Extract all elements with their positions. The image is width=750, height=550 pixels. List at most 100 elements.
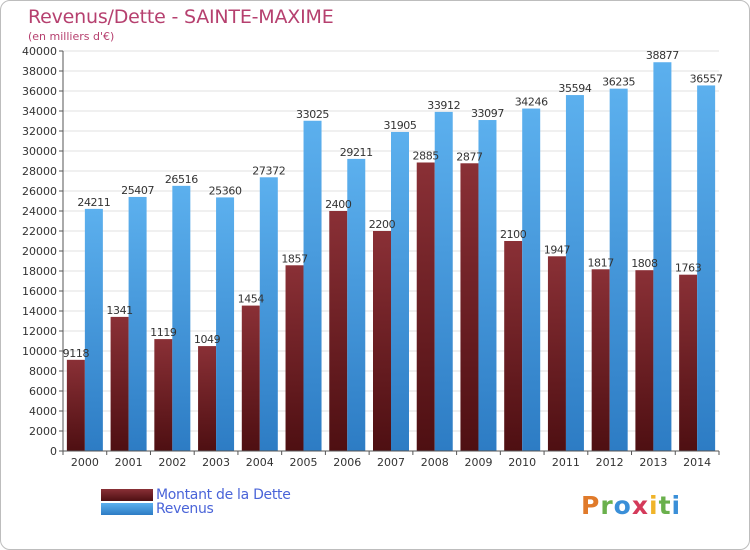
data-label-dette: 2885 bbox=[413, 149, 440, 162]
data-label-revenus: 25360 bbox=[209, 184, 242, 197]
x-tick-label: 2014 bbox=[683, 456, 711, 469]
data-label-dette: 2100 bbox=[500, 228, 527, 241]
data-label-revenus: 33912 bbox=[427, 99, 460, 112]
bar-dette bbox=[547, 256, 566, 451]
bar-dette bbox=[66, 359, 85, 451]
x-tick-label: 2009 bbox=[464, 456, 492, 469]
x-tick-label: 2007 bbox=[377, 456, 405, 469]
legend-swatch-revenus bbox=[101, 503, 153, 515]
x-axis-ticks: 2000 2001 2002 2003 2004 2005 2006 2007 2008 2009… bbox=[62, 451, 720, 469]
y-tick-label: 26000 bbox=[22, 185, 57, 198]
data-label-revenus: 36235 bbox=[602, 76, 635, 89]
bar-revenus bbox=[216, 197, 235, 451]
x-tick-label: 2013 bbox=[639, 456, 667, 469]
data-label-dette: 1857 bbox=[281, 252, 308, 265]
y-tick-label: 34000 bbox=[22, 105, 57, 118]
data-label-dette: 1763 bbox=[675, 262, 702, 275]
data-label-revenus: 35594 bbox=[558, 82, 591, 95]
y-tick-label: 16000 bbox=[22, 285, 57, 298]
x-tick-label: 2006 bbox=[333, 456, 361, 469]
data-label-revenus: 38877 bbox=[646, 49, 679, 62]
bar-dette bbox=[373, 230, 391, 451]
y-tick-label: 38000 bbox=[22, 65, 57, 78]
logo-letter: i bbox=[649, 491, 659, 520]
data-label-dette: 1119 bbox=[150, 326, 177, 339]
bar-dette bbox=[154, 339, 173, 451]
bar-revenus bbox=[478, 120, 497, 451]
bar-revenus bbox=[697, 85, 716, 452]
y-tick-label: 36000 bbox=[22, 85, 57, 98]
y-tick-label: 6000 bbox=[29, 385, 57, 398]
bar-dette bbox=[285, 265, 304, 451]
bar-dette bbox=[635, 270, 654, 451]
data-label-dette: 1454 bbox=[238, 293, 265, 306]
chart-title: Revenus/Dette - SAINTE-MAXIME bbox=[28, 6, 334, 28]
legend-label-revenus: Revenus bbox=[156, 501, 214, 517]
x-tick-label: 2011 bbox=[552, 456, 580, 469]
bar-revenus bbox=[84, 208, 103, 451]
x-tick-label: 2001 bbox=[115, 456, 143, 469]
data-label-revenus: 29211 bbox=[340, 146, 373, 159]
y-tick-label: 18000 bbox=[22, 265, 57, 278]
logo-letter: i bbox=[671, 491, 682, 520]
data-label-dette: 1817 bbox=[587, 256, 614, 269]
x-tick-label: 2012 bbox=[596, 456, 624, 469]
y-tick-label: 10000 bbox=[22, 345, 57, 358]
bar-revenus bbox=[172, 185, 191, 451]
y-tick-label: 40000 bbox=[22, 45, 57, 58]
x-tick-label: 2010 bbox=[508, 456, 536, 469]
bar-revenus bbox=[128, 196, 147, 451]
data-label-revenus: 24211 bbox=[77, 196, 110, 209]
logo-letter: r bbox=[600, 491, 614, 520]
legend-swatch-dette bbox=[101, 489, 153, 501]
y-tick-label: 22000 bbox=[22, 225, 57, 238]
proxiti-logo: Proxiti bbox=[581, 491, 681, 520]
data-label-dette: 1049 bbox=[194, 333, 221, 346]
y-tick-label: 4000 bbox=[29, 405, 57, 418]
bar-dette bbox=[460, 163, 479, 452]
logo-letter: o bbox=[613, 491, 632, 520]
x-tick-label: 2000 bbox=[71, 456, 99, 469]
y-tick-label: 32000 bbox=[22, 125, 57, 138]
bar-revenus bbox=[303, 120, 322, 451]
data-label-revenus: 26516 bbox=[165, 173, 198, 186]
data-label-dette: 9118 bbox=[63, 347, 90, 360]
bar-revenus bbox=[434, 111, 453, 451]
logo-letter: t bbox=[658, 491, 672, 520]
bar-dette bbox=[416, 162, 435, 452]
x-tick-label: 2008 bbox=[421, 456, 449, 469]
y-tick-label: 0 bbox=[50, 445, 57, 458]
y-tick-label: 30000 bbox=[22, 145, 57, 158]
data-label-revenus: 27372 bbox=[252, 164, 285, 177]
y-tick-label: 14000 bbox=[22, 305, 57, 318]
data-label-dette: 1808 bbox=[631, 257, 658, 270]
data-label-revenus: 33025 bbox=[296, 108, 329, 121]
bar-dette bbox=[110, 316, 129, 451]
data-label-dette: 1341 bbox=[106, 304, 132, 317]
data-label-dette: 2400 bbox=[325, 198, 352, 211]
logo-letter: P bbox=[581, 491, 601, 520]
bar-revenus bbox=[391, 131, 409, 451]
bar-revenus bbox=[259, 177, 278, 451]
bar-revenus bbox=[609, 88, 628, 452]
bar-revenus bbox=[522, 108, 541, 451]
bar-revenus bbox=[565, 95, 584, 451]
y-tick-label: 28000 bbox=[22, 165, 57, 178]
x-tick-label: 2005 bbox=[290, 456, 318, 469]
data-label-revenus: 36557 bbox=[690, 72, 723, 85]
data-label-revenus: 33097 bbox=[471, 107, 504, 120]
y-tick-label: 20000 bbox=[22, 245, 57, 258]
axes bbox=[62, 51, 719, 452]
bar-dette bbox=[241, 305, 260, 451]
x-tick-label: 2002 bbox=[158, 456, 186, 469]
y-tick-label: 8000 bbox=[29, 365, 57, 378]
bar-dette bbox=[198, 346, 217, 451]
data-label-dette: 1947 bbox=[544, 243, 571, 256]
data-label-dette: 2200 bbox=[369, 218, 396, 231]
y-tick-label: 12000 bbox=[22, 325, 57, 338]
data-label-dette: 2877 bbox=[456, 150, 483, 163]
x-tick-label: 2004 bbox=[246, 456, 274, 469]
bar-dette bbox=[504, 240, 523, 451]
y-tick-label: 24000 bbox=[22, 205, 57, 218]
